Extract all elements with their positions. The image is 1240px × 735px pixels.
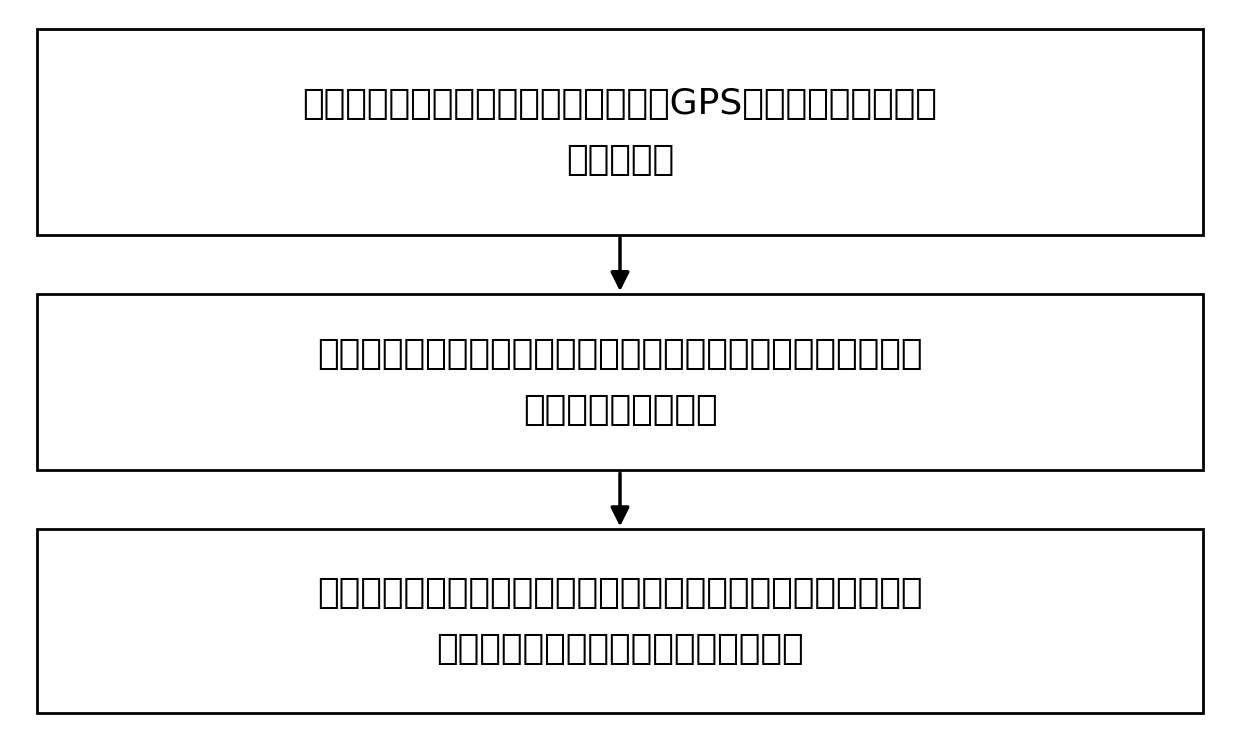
Text: 通过增强学习学习到的状态转换策略实时输出动作指令，通过语
音输出模块对盲人的行走进行实时指导: 通过增强学习学习到的状态转换策略实时输出动作指令，通过语 音输出模块对盲人的行走… [317, 576, 923, 666]
FancyBboxPatch shape [37, 294, 1203, 470]
Text: 通过语音输入模块告知导盲仪目的地，GPS导航模块对目的地进
行路径规划: 通过语音输入模块告知导盲仪目的地，GPS导航模块对目的地进 行路径规划 [303, 87, 937, 177]
FancyBboxPatch shape [37, 529, 1203, 713]
FancyBboxPatch shape [37, 29, 1203, 235]
Text: 通过双目视觉模块来感知周围环境，提取周围环境特征作为增强
学习模块的状态输入: 通过双目视觉模块来感知周围环境，提取周围环境特征作为增强 学习模块的状态输入 [317, 337, 923, 427]
